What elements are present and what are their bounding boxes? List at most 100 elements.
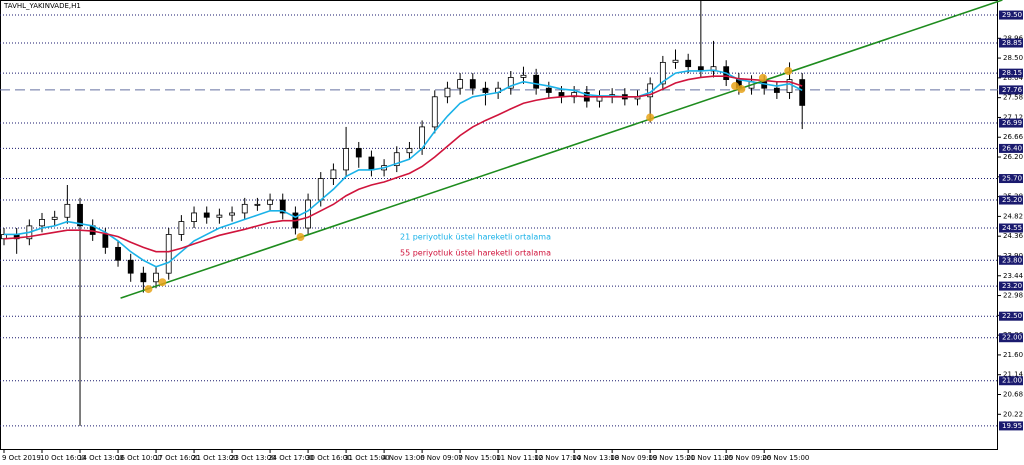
touch-marker — [731, 82, 740, 91]
candle-body — [178, 221, 185, 235]
candle-body — [102, 234, 109, 248]
level-label: 22.50 — [1002, 312, 1022, 320]
x-tick-label: 21 Oct 13:00 — [192, 454, 238, 462]
candle-body — [317, 178, 324, 201]
candle-body — [241, 203, 248, 214]
level-label-box — [999, 118, 1023, 128]
touch-marker — [758, 73, 767, 82]
x-tick-label: 18 Nov 09:00 — [610, 454, 657, 462]
level-label: 22.00 — [1002, 334, 1022, 342]
level-label: 28.85 — [1002, 39, 1022, 47]
y-tick-label: 27.58 — [1003, 94, 1023, 102]
level-label: 21.00 — [1002, 377, 1022, 385]
y-tick-label: 22.98 — [1003, 292, 1023, 300]
level-label-box — [999, 174, 1023, 184]
x-tick-label: 24 Oct 17:00 — [268, 454, 314, 462]
candle-body — [140, 272, 147, 283]
y-tick-label: 20.68 — [1003, 391, 1023, 399]
candle-body — [229, 212, 235, 216]
plot-frame — [0, 0, 998, 450]
candle-body — [520, 74, 527, 78]
level-label-box — [999, 68, 1023, 78]
x-tick-label: 12 Nov 17:00 — [534, 454, 581, 462]
x-tick-label: 25 Nov 09:00 — [724, 454, 771, 462]
ema-annotation: 55 periyotluk üstel hareketli ortalama — [400, 249, 551, 258]
touch-marker — [737, 85, 746, 94]
x-tick-label: 6 Nov 09:00 — [420, 454, 463, 462]
level-label-box — [999, 143, 1023, 153]
x-tick-label: 21 Nov 11:00 — [686, 454, 733, 462]
x-tick-label: 11 Nov 11:00 — [496, 454, 543, 462]
candle-body — [444, 87, 451, 98]
candle-body — [659, 61, 666, 85]
candle-body — [533, 74, 540, 89]
x-tick-label: 14 Oct 13:00 — [78, 454, 124, 462]
candle-body — [672, 59, 679, 63]
level-label-box — [999, 311, 1023, 321]
candle-body — [355, 148, 362, 158]
candle-body — [368, 156, 375, 171]
candle-body — [406, 148, 413, 154]
y-tick-label: 26.20 — [1003, 153, 1023, 161]
touch-marker — [646, 113, 655, 122]
level-label-box — [999, 38, 1023, 48]
ema-annotation: 21 periyotluk üstel hareketli ortalama — [400, 233, 551, 242]
candle-body — [127, 259, 134, 274]
candle-body — [165, 234, 172, 274]
candle-body — [153, 272, 159, 283]
y-tick-label: 23.44 — [1003, 272, 1024, 280]
candle-body — [64, 203, 71, 218]
candle-body — [545, 87, 552, 93]
candle-body — [685, 59, 692, 68]
level-label-box — [999, 10, 1023, 20]
level-label-box — [999, 85, 1023, 95]
x-tick-label: 31 Oct 15:00 — [344, 454, 390, 462]
touch-marker — [784, 66, 793, 75]
y-tick-label: 24.82 — [1003, 212, 1023, 220]
y-tick-label: 28.04 — [1003, 74, 1024, 82]
level-label: 26.99 — [1002, 119, 1022, 127]
touch-marker — [144, 285, 153, 294]
x-tick-label: 16 Oct 10:00 — [116, 454, 162, 462]
candle-body — [507, 77, 514, 89]
candle-body — [431, 96, 438, 128]
touch-marker — [158, 278, 167, 287]
level-label-box — [999, 333, 1023, 343]
level-label-box — [999, 376, 1023, 386]
x-tick-label: 30 Oct 16:00 — [306, 454, 352, 462]
candle-body — [216, 214, 223, 218]
touch-marker — [296, 233, 305, 242]
x-tick-label: 7 Nov 15:00 — [458, 454, 501, 462]
candle-body — [710, 66, 717, 72]
level-label-box — [999, 421, 1023, 431]
x-tick-label: 17 Oct 16:00 — [154, 454, 200, 462]
candle-body — [77, 203, 83, 227]
level-label: 24.55 — [1002, 224, 1022, 232]
x-tick-label: 9 Oct 2019 — [2, 454, 41, 462]
level-label: 27.76 — [1002, 86, 1023, 94]
candle-body — [773, 87, 780, 93]
chart-title: TAVHL_YAKINVADE,H1 — [3, 2, 81, 10]
y-tick-label: 21.60 — [1003, 351, 1023, 359]
candle-body — [254, 203, 261, 206]
level-label: 25.70 — [1002, 175, 1022, 183]
candle-body — [203, 212, 210, 218]
trend-line — [120, 0, 1003, 299]
y-tick-label: 24.36 — [1003, 232, 1024, 240]
level-label: 23.80 — [1002, 256, 1022, 264]
candle-body — [469, 79, 476, 89]
candle-body — [267, 199, 273, 205]
candle-body — [571, 92, 578, 98]
ema-line — [4, 69, 803, 268]
level-label-box — [999, 195, 1023, 205]
candle-body — [457, 79, 464, 89]
x-tick-label: 19 Nov 15:00 — [648, 454, 695, 462]
x-tick-label: 4 Nov 13:00 — [382, 454, 425, 462]
x-tick-label: 26 Nov 15:00 — [762, 454, 809, 462]
level-label-box — [999, 223, 1023, 233]
level-label-box — [999, 255, 1023, 265]
candle-body — [191, 212, 197, 222]
x-tick-label: 23 Oct 13:00 — [230, 454, 276, 462]
y-tick-label: 27.12 — [1003, 113, 1023, 121]
